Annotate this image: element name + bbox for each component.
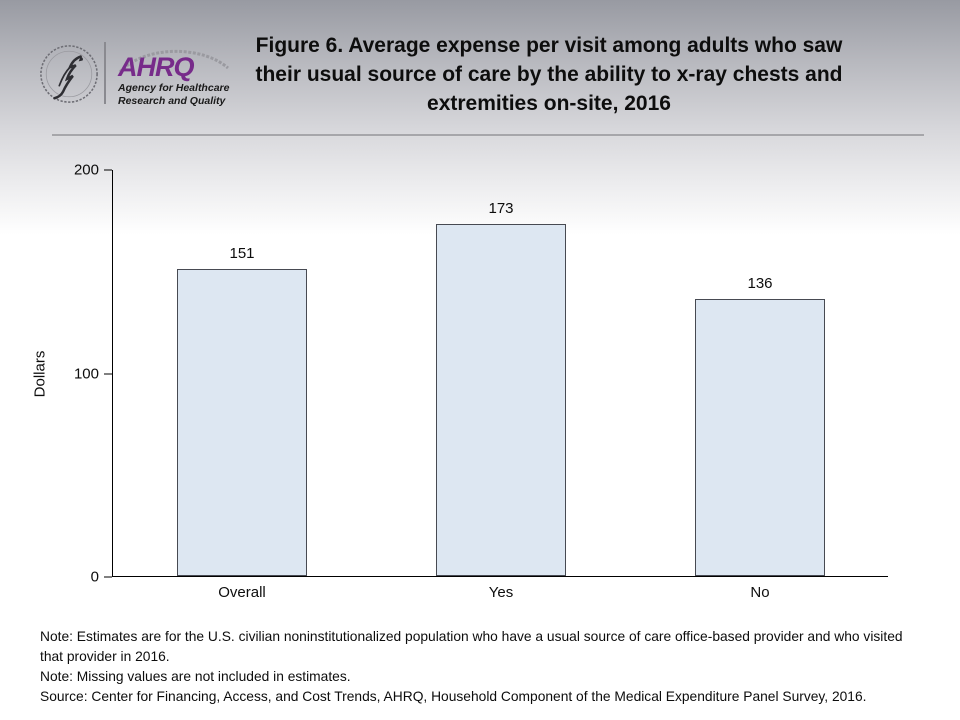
ahrq-logo: AHRQ Agency for Healthcare Research and … <box>114 40 244 112</box>
bar-value-label: 136 <box>747 275 773 292</box>
y-axis-label: Dollars <box>31 350 49 398</box>
y-tick-mark <box>104 169 112 171</box>
logo-separator <box>104 42 106 104</box>
bar-group: 173 Yes <box>436 169 566 601</box>
ahrq-swoosh-icon <box>118 49 229 73</box>
figure-title-line1: Figure 6. Average expense per visit amon… <box>255 34 843 57</box>
bar-group: 136 No <box>695 169 825 601</box>
bar-value-label: 151 <box>229 245 255 262</box>
y-tick-mark <box>104 373 112 374</box>
bar-value-label: 173 <box>488 200 514 217</box>
ahrq-wordmark: AHRQ <box>118 52 194 82</box>
figure-title-line2: their usual source of care by the abilit… <box>255 63 843 86</box>
y-tick-label: 0 <box>90 568 99 586</box>
footnotes: Note: Estimates are for the U.S. civilia… <box>40 627 926 707</box>
bar-group: 151 Overall <box>177 169 307 601</box>
bar-rect <box>177 269 307 576</box>
x-category-label: Overall <box>218 584 266 601</box>
source-line: Source: Center for Financing, Access, an… <box>40 689 867 704</box>
note-line-2: Note: Missing values are not included in… <box>40 669 351 684</box>
hhs-eagle-icon <box>40 45 98 103</box>
note-line-1: Note: Estimates are for the U.S. civilia… <box>40 629 903 664</box>
x-category-label: No <box>750 584 770 601</box>
header-divider <box>52 134 924 137</box>
x-category-label: Yes <box>488 584 514 601</box>
y-tick-mark <box>104 576 112 578</box>
plot-area: 0 100 200 151 Overall 173 Yes 136 No <box>74 163 888 601</box>
bar-rect <box>436 224 566 576</box>
figure-title-line3: extremities on-site, 2016 <box>427 92 671 115</box>
ahrq-tagline-line2: Research and Quality <box>118 95 226 107</box>
hhs-ahrq-logo: AHRQ Agency for Healthcare Research and … <box>38 40 238 112</box>
y-tick-label: 200 <box>73 161 99 179</box>
ahrq-tagline-line1: Agency for Healthcare <box>118 82 230 94</box>
figure-title: Figure 6. Average expense per visit amon… <box>234 31 864 118</box>
bar-rect <box>695 299 825 576</box>
ahrq-tagline: Agency for Healthcare Research and Quali… <box>118 82 229 108</box>
y-tick-label: 100 <box>73 365 99 382</box>
header-gradient <box>0 0 960 235</box>
